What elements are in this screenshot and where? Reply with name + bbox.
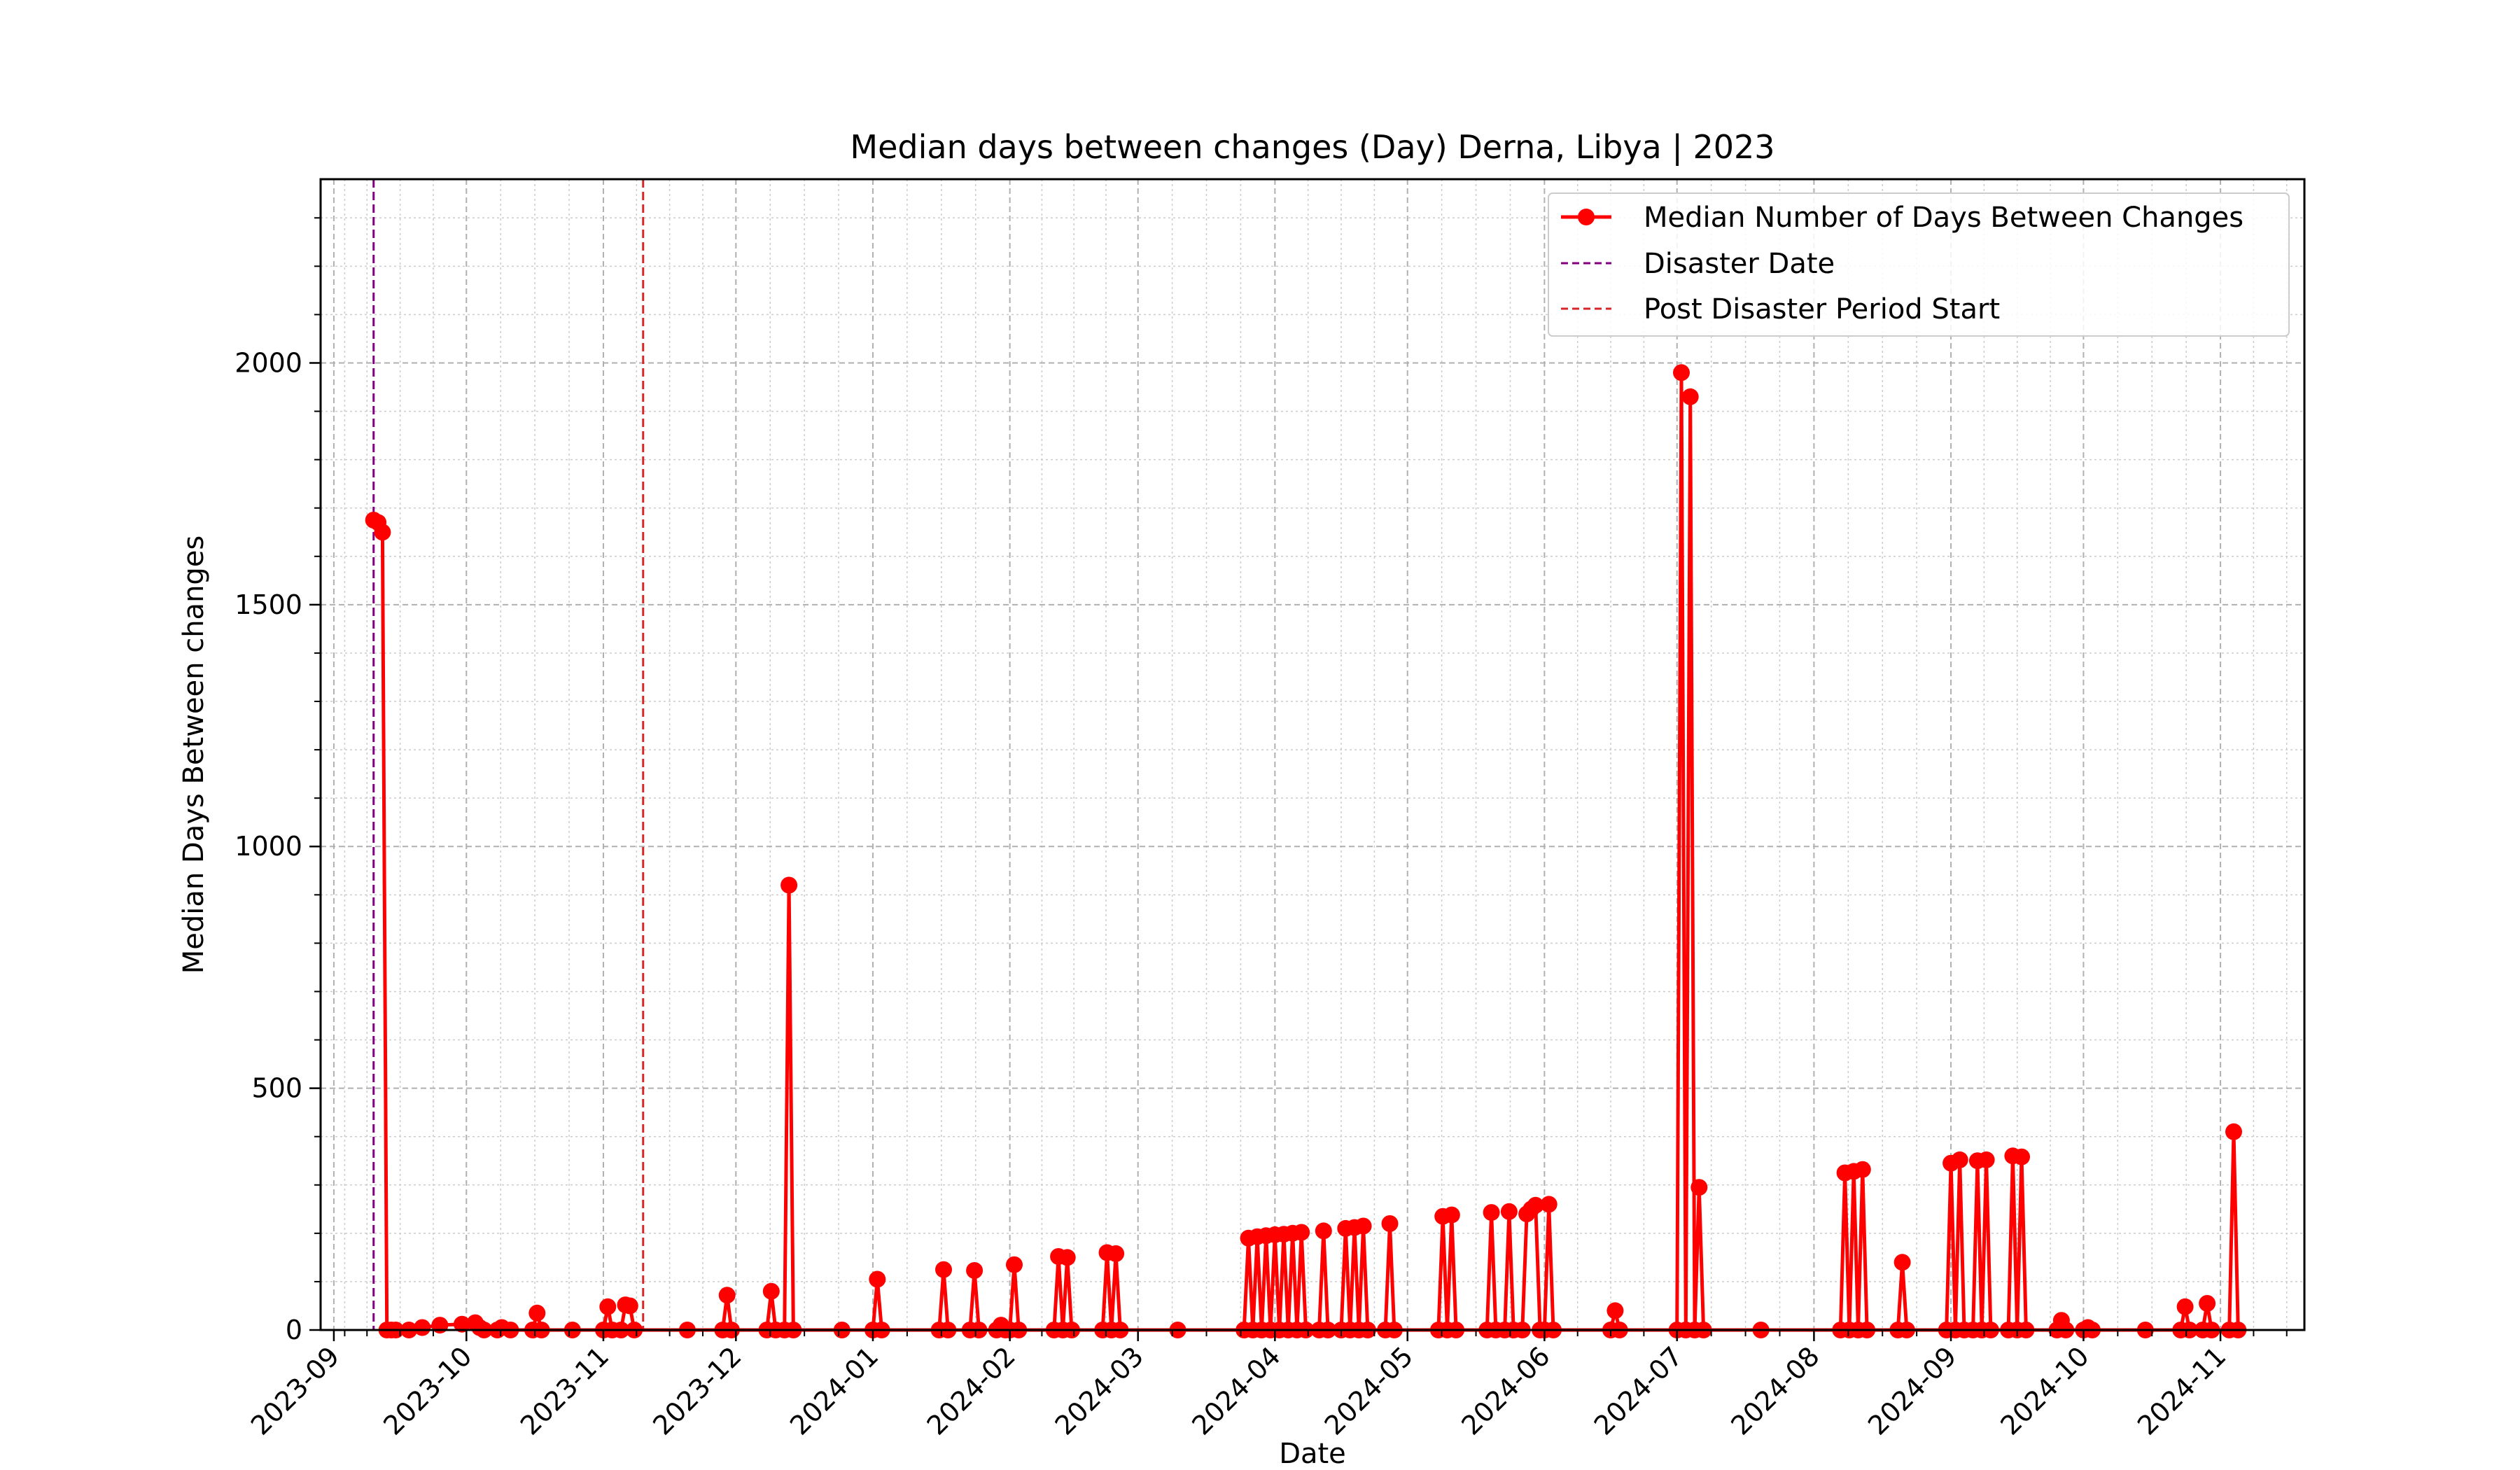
data-point bbox=[966, 1262, 983, 1279]
data-point bbox=[1315, 1222, 1332, 1240]
data-point bbox=[2199, 1295, 2216, 1312]
data-point bbox=[2225, 1123, 2242, 1140]
data-point bbox=[2013, 1148, 2030, 1166]
y-tick-label: 0 bbox=[286, 1315, 302, 1345]
data-point bbox=[528, 1304, 546, 1322]
data-point bbox=[1058, 1249, 1076, 1266]
data-point bbox=[1854, 1161, 1871, 1178]
legend: Median Number of Days Between Changes Di… bbox=[1548, 192, 2290, 337]
minor-grid bbox=[321, 179, 2304, 1330]
legend-post-disaster-label: Post Disaster Period Start bbox=[1644, 293, 2000, 326]
y-tick-label: 2000 bbox=[234, 347, 302, 378]
data-point bbox=[1681, 388, 1699, 405]
data-point bbox=[1500, 1203, 1518, 1220]
data-point bbox=[621, 1297, 638, 1315]
data-point bbox=[1673, 364, 1690, 382]
data-point bbox=[1690, 1179, 1708, 1196]
data-point bbox=[599, 1298, 617, 1315]
data-point bbox=[1381, 1215, 1399, 1232]
data-point bbox=[1443, 1206, 1460, 1224]
data-point bbox=[869, 1270, 886, 1288]
reference-lines bbox=[372, 179, 645, 1330]
legend-box bbox=[1548, 192, 2290, 337]
data-point bbox=[1606, 1302, 1624, 1320]
data-point bbox=[1483, 1204, 1500, 1222]
legend-series-label: Median Number of Days Between Changes bbox=[1644, 202, 2244, 234]
legend-series-marker bbox=[1578, 209, 1595, 225]
plot-frame bbox=[319, 178, 2306, 1331]
data-point bbox=[780, 876, 798, 894]
data-point bbox=[454, 1315, 470, 1333]
data-point bbox=[1354, 1217, 1372, 1235]
data-point bbox=[935, 1261, 952, 1278]
y-tick-label: 1000 bbox=[234, 831, 302, 862]
data-point bbox=[1977, 1151, 1995, 1168]
data-point bbox=[762, 1282, 780, 1300]
x-axis-label: Date bbox=[1279, 1438, 1346, 1470]
y-tick-label: 1500 bbox=[234, 589, 302, 620]
y-axis-ticks: 0 500 1000 1500 2000 bbox=[234, 217, 321, 1345]
data-point bbox=[1293, 1224, 1310, 1241]
y-axis-label: Median Days Between changes bbox=[178, 536, 210, 974]
data-point bbox=[1893, 1254, 1911, 1271]
data-point bbox=[718, 1287, 736, 1304]
data-point bbox=[1107, 1245, 1125, 1262]
legend-disaster-label: Disaster Date bbox=[1644, 248, 1835, 280]
data-point bbox=[2176, 1298, 2194, 1315]
chart-title: Median days between changes (Day) Derna,… bbox=[850, 128, 1774, 167]
data-point bbox=[1527, 1196, 1544, 1214]
data-point bbox=[414, 1319, 431, 1336]
y-tick-label: 500 bbox=[251, 1073, 302, 1104]
data-point bbox=[1006, 1256, 1023, 1273]
data-point bbox=[1540, 1196, 1558, 1213]
data-point bbox=[374, 524, 391, 541]
data-point bbox=[1951, 1151, 1968, 1168]
